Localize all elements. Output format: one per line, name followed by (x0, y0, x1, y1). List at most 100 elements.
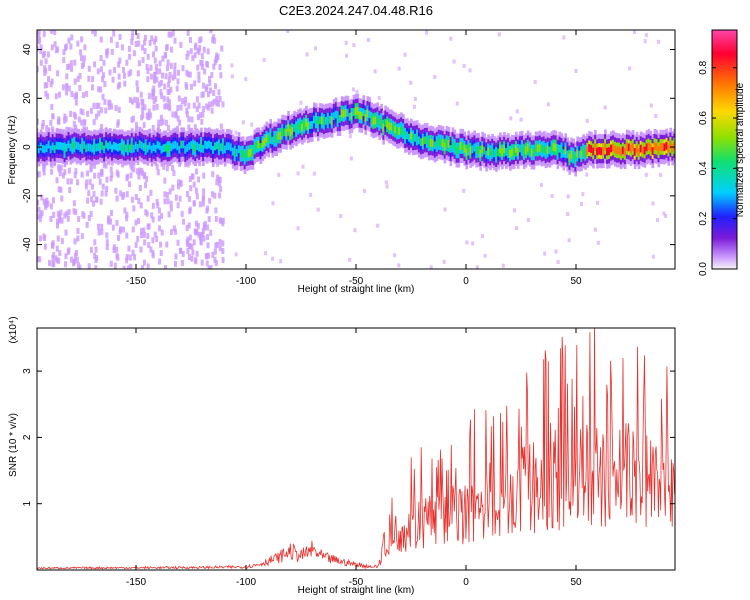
spectrogram-y-ticks: -40 -20 0 20 40 (22, 44, 675, 252)
spectrogram-noise-cell (201, 82, 205, 89)
spectrogram-noise-cell (38, 216, 42, 223)
spectrogram-cell (93, 142, 96, 151)
x-tick-label: -150 (126, 577, 146, 588)
spectrogram-noise-cell (131, 226, 135, 233)
spectrogram-noise-cell (339, 214, 343, 219)
spectrogram-noise-cell (126, 265, 130, 269)
spectrogram-cell (578, 150, 581, 159)
spectrogram-noise-cell (88, 178, 92, 185)
spectrogram-noise-cell (78, 264, 82, 269)
spectrogram-noise-cell (74, 99, 78, 106)
spectrogram-noise-cell (89, 107, 93, 114)
spectrogram-noise-cell (201, 227, 205, 234)
y-tick-label: 2 (22, 434, 33, 440)
spectrogram-noise-cell (160, 229, 164, 236)
spectrogram-noise-cell (210, 100, 214, 107)
spectrogram-cell (413, 133, 417, 142)
spectrogram-cell (402, 127, 405, 136)
spectrogram-noise-cell (43, 82, 47, 89)
spectrogram-noise-cell (73, 93, 77, 100)
spectrogram-noise-cell (117, 61, 121, 68)
spectrogram-noise-cell (176, 105, 180, 112)
spectrogram-cell (518, 144, 522, 153)
spectrogram-noise-cell (90, 196, 94, 203)
spectrogram-cell (299, 121, 302, 130)
spectrogram-cell (221, 142, 225, 150)
spectrogram-noise-cell (131, 98, 135, 105)
spectrogram-noise-cell (100, 223, 104, 230)
spectrogram-noise-cell (181, 65, 185, 72)
spectrogram-noise-cell (85, 179, 89, 186)
spectrogram-cell (146, 144, 150, 153)
spectrogram-noise-cell (151, 93, 155, 100)
spectrogram-noise-cell (85, 126, 89, 133)
spectrogram-cell (265, 134, 269, 143)
spectrogram-cell (544, 147, 548, 155)
spectrogram-noise-cell (142, 231, 146, 238)
spectrogram-noise-cell (52, 252, 56, 259)
spectrogram-noise-cell (81, 92, 85, 99)
spectrogram-noise-cell (195, 250, 199, 257)
spectrogram-noise-cell (221, 101, 225, 108)
spectrogram-noise-cell (84, 183, 88, 190)
spectrogram-noise-cell (177, 179, 181, 186)
spectrogram-noise-cell (56, 222, 60, 229)
spectrogram-cell (653, 142, 657, 151)
spectrogram-noise-cell (69, 60, 73, 67)
spectrogram-noise-cell (159, 79, 163, 86)
spectrogram-noise-cell (117, 106, 121, 113)
spectrogram-noise-cell (218, 239, 222, 246)
spectrogram-noise-cell (157, 215, 161, 222)
spectrogram-cell (99, 141, 102, 150)
spectrogram-noise-cell (44, 67, 48, 74)
spectrogram-noise-cell (192, 181, 196, 188)
spectrogram-cell (364, 113, 368, 122)
spectrogram-cell (49, 145, 53, 154)
spectrogram-cell (192, 143, 195, 152)
spectrogram-cell (588, 144, 591, 152)
spectrogram-cell (457, 146, 461, 155)
spectrogram-noise-cell (121, 226, 125, 233)
spectrogram-noise-cell (95, 196, 99, 203)
spectrogram-noise-cell (87, 215, 91, 222)
spectrogram-noise-cell (174, 112, 178, 119)
spectrogram-noise-cell (169, 200, 173, 207)
spectrogram-noise-cell (199, 59, 203, 66)
spectrogram-noise-cell (207, 265, 211, 269)
spectrogram-cell (210, 141, 213, 150)
spectrogram-noise-cell (149, 64, 153, 71)
spectrogram-noise-cell (202, 235, 206, 242)
spectrogram-noise-cell (209, 265, 213, 269)
spectrogram-noise-cell (145, 176, 149, 183)
spectrogram-cell (208, 140, 211, 149)
spectrogram-noise-cell (189, 83, 193, 90)
spectrogram-noise-cell (49, 215, 53, 222)
spectrogram-noise-cell (581, 192, 585, 197)
spectrogram-noise-cell (139, 91, 143, 98)
spectrogram-noise-cell (61, 84, 65, 91)
spectrogram-cell (542, 144, 546, 153)
spectrogram-cell (287, 124, 290, 132)
spectrogram-cell (629, 144, 633, 153)
spectrogram-noise-cell (128, 254, 132, 261)
spectrogram-noise-cell (176, 202, 180, 209)
spectrogram-noise-cell (132, 50, 136, 57)
spectrogram-x-label: Height of straight line (km) (298, 284, 415, 295)
spectrogram-noise-cell (161, 55, 165, 62)
spectrogram-noise-cell (221, 217, 225, 224)
spectrogram-noise-cell (139, 246, 143, 253)
spectrogram-cell (200, 140, 203, 149)
spectrogram-cell (271, 136, 275, 145)
spectrogram-noise-cell (99, 86, 103, 93)
spectrogram-cell (223, 145, 227, 154)
spectrogram-cell (384, 118, 387, 127)
spectrogram-noise-cell (170, 46, 174, 53)
spectrogram-cell (410, 131, 413, 140)
spectrogram-noise-cell (138, 184, 142, 191)
spectrogram-noise-cell (201, 200, 205, 207)
x-tick-label: 0 (463, 276, 469, 287)
spectrogram-noise-cell (37, 206, 41, 213)
spectrogram-cell (120, 142, 124, 151)
spectrogram-cell (231, 147, 235, 156)
